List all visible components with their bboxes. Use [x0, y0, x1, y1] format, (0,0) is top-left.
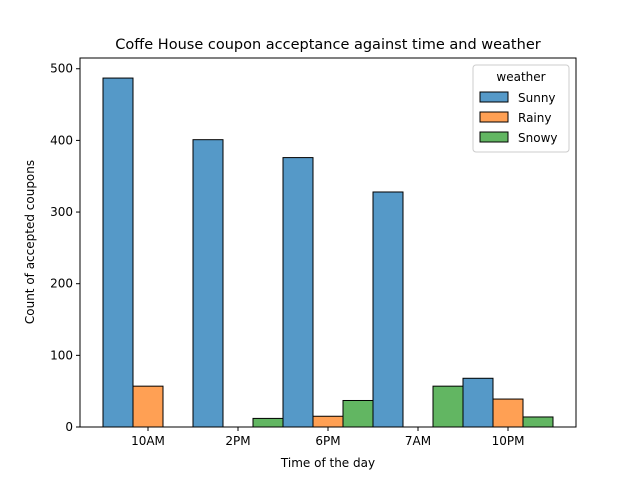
bar-sunny-6pm — [282, 157, 314, 428]
bar-snowy-7am — [432, 385, 464, 428]
axes-layer: 0 100 200 300 400 500 10AM 2PM 6PM 7AM 10PM — [50, 57, 577, 448]
chart-title: Coffe House coupon acceptance against ti… — [115, 37, 540, 53]
bar-snowy-2pm — [252, 417, 284, 428]
legend: weather Sunny Rainy Snowy — [472, 64, 570, 153]
x-tick-label: 2PM — [225, 434, 250, 448]
legend-label-snowy: Snowy — [518, 131, 557, 145]
legend-swatch-rainy — [479, 111, 509, 123]
legend-label-sunny: Sunny — [518, 91, 556, 105]
x-tick-label: 10AM — [131, 434, 165, 448]
bar-sunny-10am — [102, 77, 134, 428]
y-tick-label: 200 — [50, 277, 73, 291]
y-axis-label: Count of accepted coupons — [23, 160, 37, 324]
legend-frame — [472, 64, 570, 153]
bar-sunny-7am — [372, 191, 404, 428]
bar-rainy-10pm — [492, 398, 524, 428]
legend-title: weather — [496, 70, 545, 84]
bar-sunny-10pm — [462, 377, 494, 428]
x-tick-label: 6PM — [315, 434, 340, 448]
y-tick-label: 100 — [50, 348, 73, 362]
y-tick-label: 400 — [50, 133, 73, 147]
x-tick-label: 10PM — [492, 434, 525, 448]
bar-sunny-2pm — [192, 139, 224, 428]
bar-snowy-6pm — [342, 399, 374, 428]
legend-swatch-snowy — [479, 131, 509, 143]
legend-label-rainy: Rainy — [518, 111, 551, 125]
bar-rainy-10am — [132, 385, 164, 428]
x-axis-label: Time of the day — [280, 456, 375, 470]
bars-layer — [102, 77, 554, 428]
y-tick-label: 0 — [65, 420, 73, 434]
legend-swatch-sunny — [479, 91, 509, 103]
y-tick-label: 500 — [50, 62, 73, 76]
x-tick-label: 7AM — [405, 434, 431, 448]
bar-snowy-10pm — [522, 416, 554, 428]
y-tick-label: 300 — [50, 205, 73, 219]
bar-rainy-6pm — [312, 415, 344, 428]
